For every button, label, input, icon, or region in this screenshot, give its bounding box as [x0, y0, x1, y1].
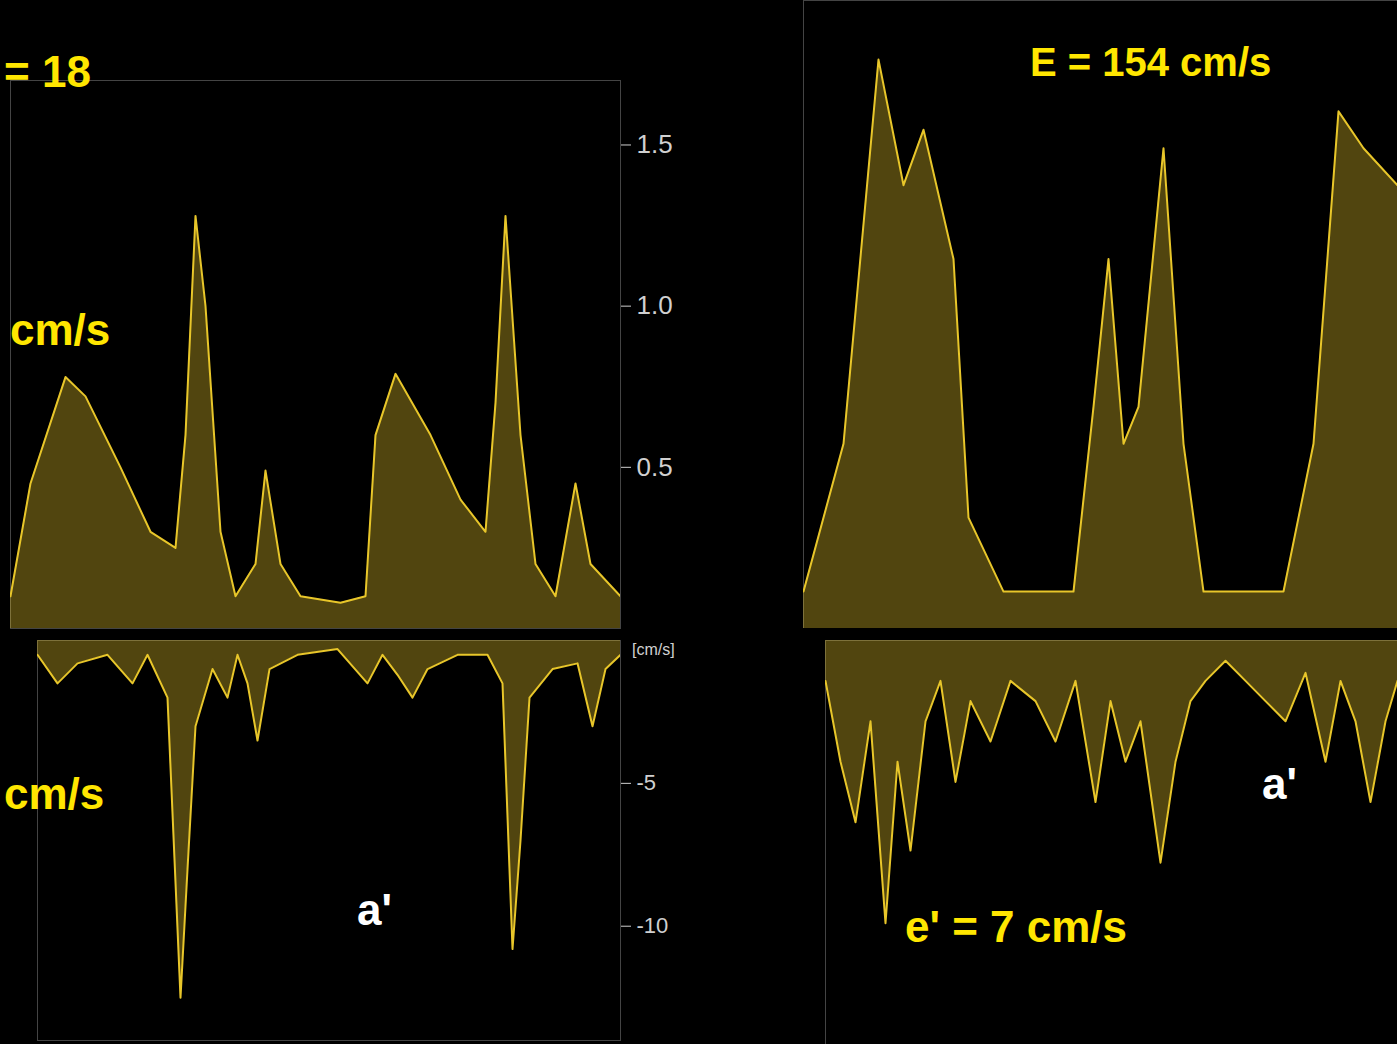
html-text:e' = 7 cm/s: e' = 7 cm/s	[905, 902, 1128, 951]
svg-text:0.5: 0.5	[637, 452, 673, 482]
html-text:a': a'	[1262, 759, 1297, 808]
html-text:a': a'	[357, 885, 392, 934]
svg-text:-10: -10	[637, 913, 669, 938]
html-text:[cm/s]: [cm/s]	[632, 641, 675, 658]
html-text:E = 154 cm/s: E = 154 cm/s	[1030, 40, 1272, 84]
svg-text:-5: -5	[637, 770, 657, 795]
html-text:= 18: = 18	[4, 47, 91, 96]
svg-text:1.5: 1.5	[637, 129, 673, 159]
html-text:cm/s: cm/s	[4, 769, 105, 818]
html-text:cm/s: cm/s	[10, 305, 111, 354]
svg-text:1.0: 1.0	[637, 290, 673, 320]
